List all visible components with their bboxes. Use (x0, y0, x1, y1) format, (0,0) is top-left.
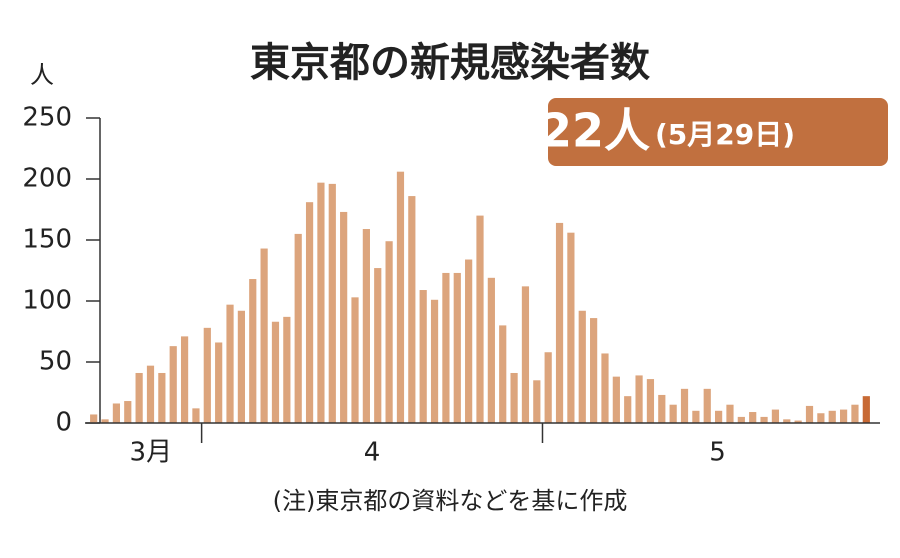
bar (567, 232, 575, 423)
bar (760, 416, 768, 423)
bar (385, 241, 393, 423)
bar (851, 404, 859, 423)
bar (362, 229, 370, 423)
bar (521, 286, 530, 423)
bar (328, 183, 336, 423)
bar (533, 380, 541, 423)
bar (317, 182, 325, 423)
bar (112, 403, 121, 423)
bar (658, 394, 666, 423)
bar (169, 346, 177, 423)
bar (487, 277, 495, 423)
bar (305, 202, 314, 423)
bar (805, 405, 814, 423)
bar (226, 304, 234, 423)
bar (703, 388, 711, 423)
bar (635, 375, 643, 423)
bar (783, 419, 791, 423)
bar (737, 416, 745, 423)
bar (271, 321, 280, 423)
bar (749, 412, 757, 423)
badge-date: (5月29日) (655, 118, 795, 151)
x-tick-label: 3月 (130, 438, 173, 468)
bar (408, 196, 416, 423)
bar (124, 401, 132, 423)
badge-main: 22人 (540, 104, 650, 158)
bar (828, 410, 836, 423)
bar (101, 419, 109, 423)
bar (839, 409, 848, 423)
bar (601, 353, 609, 423)
bar (476, 215, 484, 423)
bar (158, 372, 166, 423)
y-tick-label: 0 (55, 408, 72, 438)
bar (794, 420, 802, 423)
bar (544, 352, 552, 423)
bar (180, 336, 189, 423)
bar (442, 272, 450, 423)
bar (612, 376, 620, 423)
x-tick-label: 5 (709, 438, 726, 468)
bar (419, 290, 427, 423)
bar (465, 259, 473, 423)
bar (578, 310, 586, 423)
bar (146, 365, 155, 423)
bar (203, 327, 211, 423)
bar (680, 388, 689, 423)
note: (注)東京都の資料などを基に作成 (273, 487, 628, 515)
bar (215, 342, 223, 423)
bar (715, 410, 723, 423)
bar (862, 396, 870, 423)
badge (548, 98, 888, 166)
bar (283, 316, 291, 423)
bar (692, 410, 700, 423)
x-tick-label: 4 (364, 438, 381, 468)
bar (237, 310, 245, 423)
bar (771, 409, 780, 423)
bar (374, 268, 382, 423)
bar (555, 222, 564, 423)
bar (260, 248, 268, 423)
bar (646, 379, 655, 423)
bar (135, 372, 143, 423)
y-tick-label: 100 (22, 286, 72, 316)
bar (624, 396, 632, 423)
chart-title: 東京都の新規感染者数 (250, 40, 650, 86)
bar (430, 299, 439, 423)
bar (590, 318, 598, 423)
bar (396, 171, 405, 423)
bar (351, 297, 359, 423)
bar (192, 408, 200, 423)
bar (669, 404, 677, 423)
bar (510, 372, 518, 423)
y-tick-label: 50 (39, 347, 72, 377)
bar (294, 233, 302, 423)
y-tick-label: 150 (22, 225, 72, 255)
bar (453, 272, 461, 423)
bar (340, 211, 348, 423)
y-tick-label: 200 (22, 164, 72, 194)
unit-label: 人 (30, 61, 54, 89)
bar (90, 414, 98, 423)
bar (249, 279, 257, 423)
bar (499, 325, 507, 423)
bar (817, 413, 825, 423)
y-tick-label: 250 (22, 103, 72, 133)
bar (726, 404, 734, 423)
